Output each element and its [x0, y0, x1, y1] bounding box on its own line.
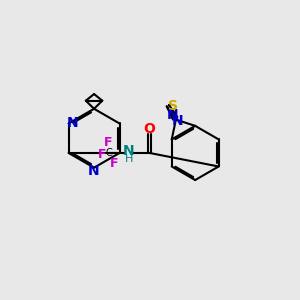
Text: O: O — [144, 122, 155, 136]
Text: S: S — [168, 99, 178, 113]
Text: F: F — [103, 136, 112, 149]
Text: N: N — [67, 116, 78, 130]
Text: N: N — [123, 144, 135, 158]
Text: F: F — [110, 157, 118, 170]
Text: N: N — [167, 109, 178, 122]
Text: H: H — [125, 154, 133, 164]
Text: N: N — [88, 164, 100, 178]
Text: F: F — [98, 148, 106, 161]
Text: N: N — [172, 114, 184, 128]
Text: C: C — [106, 148, 112, 158]
